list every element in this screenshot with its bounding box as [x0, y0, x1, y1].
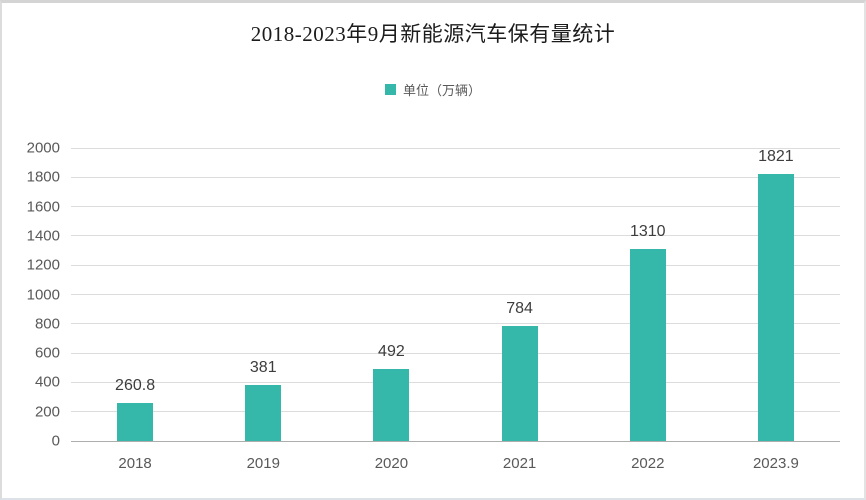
bar — [629, 249, 666, 441]
x-axis-tick-label: 2023.9 — [752, 455, 799, 472]
chart-title: 2018-2023年9月新能源汽车保有量统计 — [250, 22, 616, 46]
bar — [373, 368, 410, 441]
gridline — [71, 176, 840, 178]
y-axis-tick-label: 0 — [51, 432, 60, 450]
x-axis-tick-label: 2019 — [246, 455, 280, 472]
legend-swatch-icon — [384, 84, 396, 95]
gridline — [71, 411, 840, 413]
gridline — [71, 235, 840, 237]
y-axis-tick-label: 800 — [34, 315, 60, 333]
legend-label: 单位（万辆） — [402, 83, 481, 98]
legend: 单位（万辆） — [2, 80, 864, 99]
y-axis-tick-label: 1800 — [26, 168, 60, 186]
y-axis-tick-label: 200 — [34, 403, 60, 421]
x-axis-tick-label: 2021 — [502, 455, 537, 472]
x-axis-line — [71, 440, 840, 442]
x-axis-tick-label: 2018 — [118, 455, 152, 472]
x-axis-tick-label: 2020 — [374, 455, 409, 472]
plot-area: 0 200 400 600 800 1000 1200 1400 1600 1800 2000 260… — [2, 3, 864, 498]
y-axis-tick-label: 2000 — [26, 139, 60, 157]
y-axis-tick-label: 600 — [34, 344, 60, 362]
bar-value-label: 492 — [378, 342, 405, 360]
gridline — [71, 323, 840, 325]
bar-value-label: 784 — [506, 300, 533, 318]
bar-value-label: 381 — [249, 359, 277, 377]
bar-value-label: 1821 — [758, 148, 794, 166]
y-axis-tick-label: 400 — [34, 373, 60, 391]
bar — [117, 402, 154, 441]
gridline — [71, 294, 840, 295]
y-axis-tick-label: 1200 — [26, 256, 60, 274]
bar-value-label: 260.8 — [115, 376, 156, 394]
gridline — [71, 352, 840, 354]
x-axis-tick-label: 2022 — [631, 455, 665, 472]
gridline — [71, 264, 840, 266]
bar — [245, 385, 282, 441]
y-axis-tick-label: 1600 — [26, 198, 60, 216]
y-axis-tick-label: 1000 — [26, 286, 60, 303]
gridline — [71, 381, 840, 383]
bar — [757, 174, 794, 441]
gridline — [71, 147, 840, 149]
gridline — [71, 206, 840, 208]
bar-value-label: 1310 — [629, 223, 666, 241]
bar — [501, 326, 538, 441]
y-axis-tick-label: 1400 — [26, 227, 60, 245]
